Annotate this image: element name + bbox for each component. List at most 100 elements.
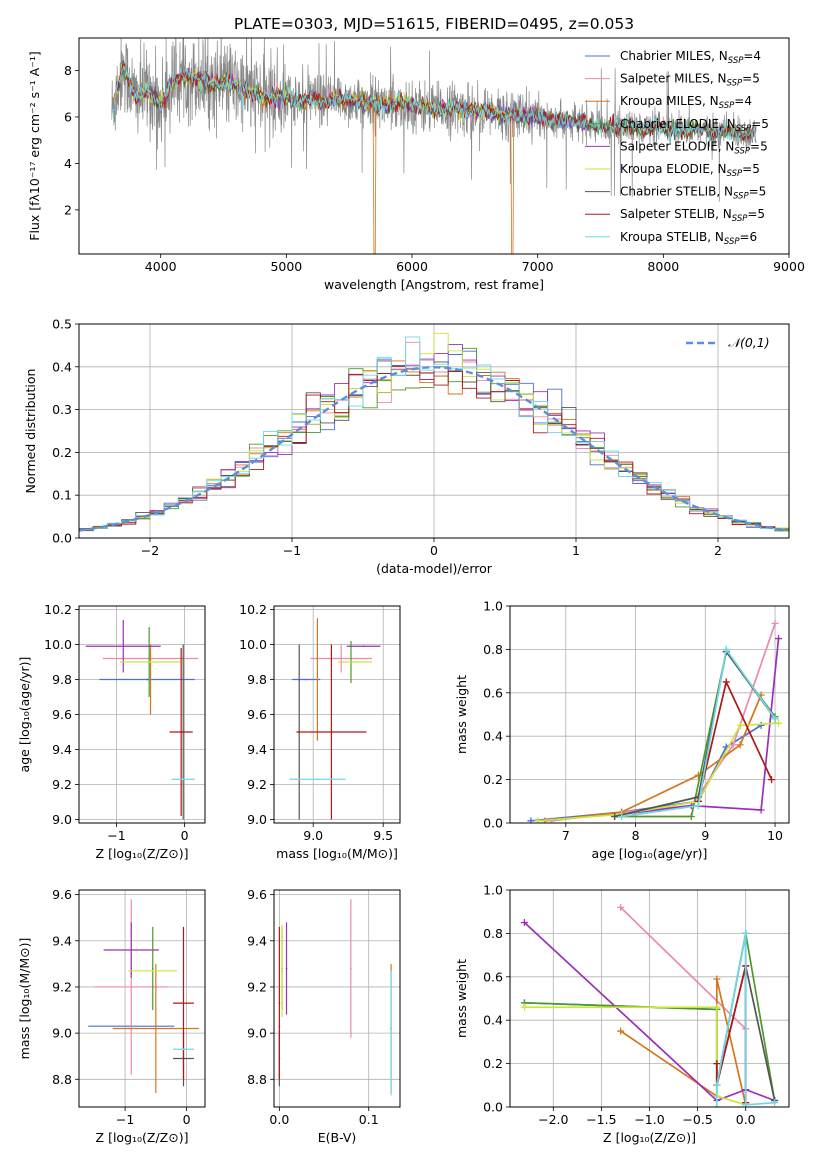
residuals-ytick-label-0: 0.0 (52, 531, 72, 546)
age_vs_mass-xlabel: mass [log₁₀(M/M⊙)] (276, 846, 398, 861)
mass_vs_Z-point-5 (151, 969, 154, 972)
residuals-xlabel: (data-model)/error (376, 561, 493, 576)
weight_vs_age-marker-2-3 (736, 741, 744, 749)
weight_vs_age-ytick-label-3: 0.6 (483, 685, 503, 700)
weight_vs_age-xtick-label-2: 9 (701, 828, 709, 843)
mass_vs_Z-xlabel: Z [log₁₀(Z/Z⊙)] (96, 1130, 189, 1145)
age_vs_Z-ytick-label-6: 10.2 (44, 602, 72, 617)
legend-label-3: Chabrier ELODIE, NSSP=5 (620, 117, 769, 134)
spectrum-xtick-label-0: 4000 (145, 259, 177, 274)
mass_vs_ebv-point-1 (349, 967, 352, 970)
mass_vs_ebv-ytick-label-1: 9.0 (247, 1026, 267, 1041)
age_vs_mass-point-0 (305, 678, 308, 681)
spectrum-xtick-label-4: 8000 (647, 259, 679, 274)
mass_vs_ebv-ytick-label-2: 9.2 (247, 979, 267, 994)
residual-legend-label: 𝒩(0,1) (728, 335, 770, 350)
weight_vs_age-marker-8-3 (771, 715, 779, 723)
weight_vs_age-marker-7-2 (768, 776, 776, 784)
age_vs_mass-ytick-label-6: 10.2 (239, 602, 267, 617)
age_vs_Z-point-5 (149, 661, 152, 663)
age_vs_mass-plot-area (289, 618, 381, 820)
spectrum-xtick-label-5: 9000 (773, 259, 805, 274)
age_vs_mass-point-7 (330, 731, 333, 733)
weight_vs_Z-marker-8-3 (742, 1101, 750, 1107)
mass_vs_ebv-xtick-label-0: 0.0 (269, 1112, 289, 1127)
weight_vs_Z-xtick-label-0: −2.0 (538, 1112, 568, 1127)
age_vs_mass-ytick-label-0: 9.0 (247, 812, 267, 827)
mass_vs_Z-point-3 (151, 967, 154, 970)
residual-legend: 𝒩(0,1) (686, 335, 770, 350)
weight_vs_age-marker-0-0 (527, 817, 535, 823)
weight_vs_age-ylabel: mass weight (454, 675, 469, 754)
weight_vs_Z-marker-7-0 (713, 1060, 721, 1068)
weight_vs_age-marker-1-4 (771, 619, 779, 627)
weight_vs_Z-panel: −2.0 −1.5 −1.0 −0.5 0.0 0.0 0.2 0.4 0.6 0.8 1.0 Z [… (454, 883, 790, 1145)
weight_vs_Z-series-0 (524, 933, 747, 1103)
age_vs_Z-point-2 (149, 678, 152, 681)
age_vs_mass-xtick-label-1: 9.5 (373, 828, 393, 843)
weight_vs_Z-ylabel: mass weight (454, 959, 469, 1038)
age_vs_mass-frame (273, 605, 401, 824)
legend-label-6: Chabrier STELIB, NSSP=5 (620, 185, 766, 202)
mass_vs_ebv-ytick-label-4: 9.6 (247, 887, 267, 902)
spectrum-plot-area (111, 38, 757, 254)
weight_vs_age-marker-6-0 (611, 812, 619, 820)
spectrum-ylabel: Flux [fλ10⁻¹⁷ erg cm⁻² s⁻¹ A⁻¹] (27, 51, 42, 240)
age_vs_Z-ytick-label-0: 9.0 (52, 812, 72, 827)
weight_vs_Z-xtick-label-2: −1.0 (634, 1112, 664, 1127)
weight_vs_age-xlabel: age [log₁₀(age/yr)] (592, 846, 708, 861)
weight_vs_age-ytick-label-5: 1.0 (483, 599, 503, 614)
weight_vs_Z-series-4 (523, 921, 775, 1102)
age_vs_mass-point-2 (316, 678, 319, 681)
legend-label-8: Kroupa STELIB, NSSP=6 (620, 230, 757, 247)
spectrum-ytick-label-0: 2 (64, 202, 72, 217)
weight_vs_age-marker-5-3 (736, 721, 744, 729)
mass_vs_Z-ylabel: mass [log₁₀(M/M⊙)] (17, 938, 32, 1060)
spectrum-xtick-label-2: 6000 (396, 259, 428, 274)
age_vs_mass-ytick-label-2: 9.4 (247, 742, 267, 757)
weight_vs_Z-marker-2-0 (617, 1027, 625, 1035)
weight_vs_age-ytick-label-2: 0.4 (483, 729, 503, 744)
weight_vs_Z-ytick-label-2: 0.4 (483, 1013, 503, 1028)
weight_vs_age-marker-5-0 (534, 817, 542, 823)
weight_vs_Z-marker-4-0 (520, 919, 528, 927)
spectrum-xtick-label-3: 7000 (522, 259, 554, 274)
weight_vs_age-marker-8-0 (618, 812, 626, 820)
weight_vs_Z-xtick-label-4: 0.0 (736, 1112, 756, 1127)
age_vs_Z-xlabel: Z [log₁₀(Z/Z⊙)] (96, 846, 189, 861)
mass_vs_Z-point-2 (154, 1027, 157, 1030)
mass_vs_Z-frame (78, 889, 206, 1108)
spectrum-frame (78, 37, 790, 255)
weight_vs_Z-marker-8-0 (713, 1103, 721, 1107)
legend-label-0: Chabrier MILES, NSSP=4 (620, 49, 761, 66)
age_vs_Z-panel: −1 0 9.0 9.2 9.4 9.6 9.8 10.0 10.2 Z [log₁₀(Z/Z⊙)… (17, 602, 206, 861)
weight_vs_Z-ytick-label-5: 1.0 (483, 883, 503, 898)
residuals-ylabel: Normed distribution (23, 369, 38, 494)
spectrum-xtick-label-1: 5000 (270, 259, 302, 274)
weight_vs_age-series-2 (544, 694, 762, 822)
age_vs_Z-ytick-label-4: 9.8 (52, 672, 72, 687)
mass_vs_ebv-xtick-label-1: 0.1 (359, 1112, 379, 1127)
mass_vs_Z-point-1 (130, 986, 133, 988)
mass_vs_Z-ytick-label-0: 8.8 (52, 1072, 72, 1087)
weight_vs_age-marker-7-1 (722, 678, 730, 686)
weight_vs_Z-marker-5-0 (520, 1003, 528, 1011)
weight_vs_Z-marker-2-2 (713, 975, 721, 983)
spectrum-legend: Chabrier MILES, NSSP=4 Salpeter MILES, NS… (585, 49, 769, 247)
mass_vs_Z-xtick-label-1: 0 (183, 1112, 191, 1127)
age_vs_Z-ytick-label-2: 9.4 (52, 742, 72, 757)
mass_vs_Z-panel: −1 0 8.8 9.0 9.2 9.4 9.6 Z [log₁₀(Z/Z⊙)] mass [l… (17, 887, 206, 1145)
weight_vs_age-xtick-label-3: 10 (767, 828, 783, 843)
residuals-plot-area (79, 332, 789, 532)
residuals-ytick-label-3: 0.3 (52, 402, 72, 417)
weight_vs_age-xtick-label-0: 7 (562, 828, 570, 843)
age_vs_Z-frame (78, 605, 206, 824)
age_vs_Z-xtick-label-0: −1 (107, 828, 125, 843)
age_vs_mass-point-8 (316, 778, 319, 781)
residual-hist-6 (79, 360, 789, 532)
age_vs_Z-ytick-label-1: 9.2 (52, 777, 72, 792)
weight_vs_Z-marker-8-1 (713, 1081, 721, 1089)
age_vs_mass-point-1 (340, 657, 343, 660)
residuals-xtick-label-3: 1 (572, 543, 580, 558)
residuals-ytick-label-4: 0.4 (52, 359, 72, 374)
